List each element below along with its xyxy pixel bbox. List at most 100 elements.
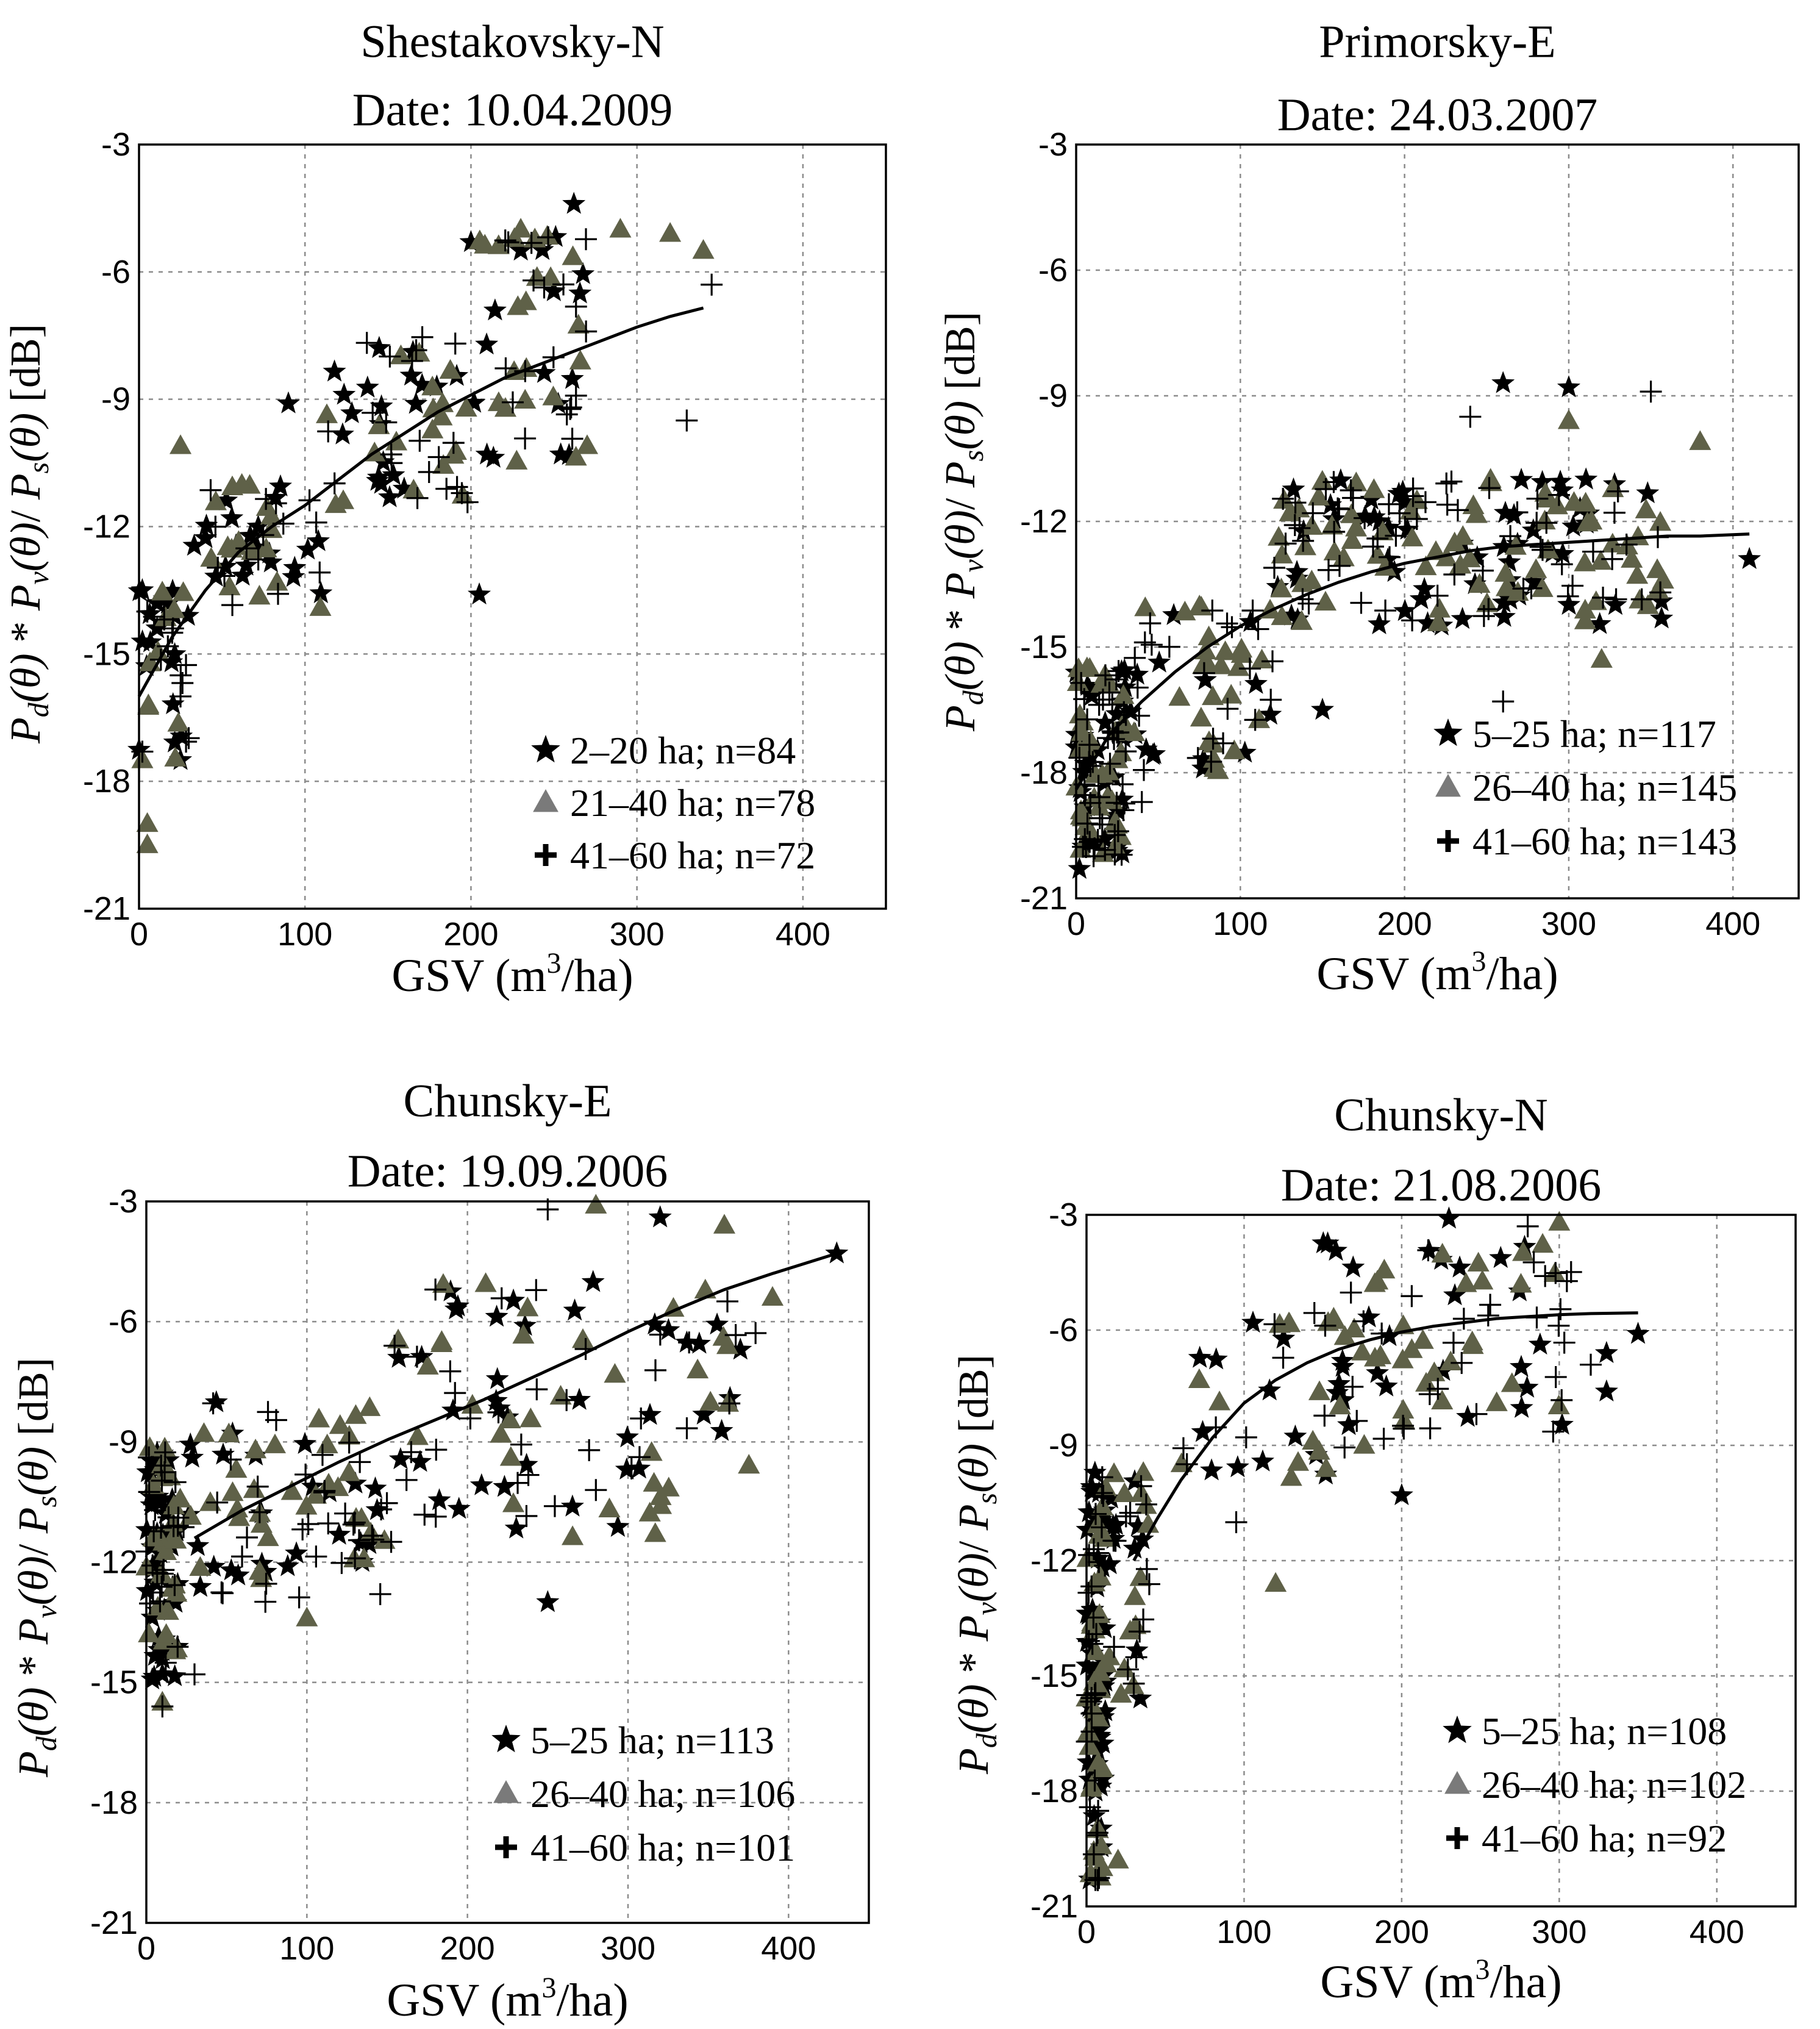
scatter-points bbox=[1076, 1206, 1650, 1892]
y-axis-label-part: / bbox=[937, 487, 984, 510]
data-point-triangle bbox=[1294, 535, 1317, 556]
data-point-triangle bbox=[138, 1622, 160, 1642]
data-point-cross bbox=[1112, 773, 1134, 795]
data-point-triangle bbox=[1501, 1372, 1523, 1392]
data-point-cross bbox=[297, 1513, 319, 1536]
data-point-cross bbox=[1427, 1378, 1449, 1400]
data-point-star bbox=[462, 390, 486, 413]
data-point-cross bbox=[744, 1322, 767, 1344]
data-point-star bbox=[563, 1298, 587, 1321]
data-point-triangle bbox=[640, 1441, 663, 1461]
y-tick-label: -9 bbox=[1049, 1427, 1078, 1464]
data-point-star bbox=[404, 392, 428, 414]
data-point-star bbox=[1416, 611, 1440, 634]
data-point-triangle bbox=[643, 1472, 665, 1492]
data-point-star bbox=[1193, 668, 1217, 690]
data-point-cross bbox=[1260, 689, 1282, 711]
data-point-star bbox=[705, 1312, 729, 1335]
data-point-cross bbox=[1172, 1437, 1194, 1459]
data-point-cross bbox=[1346, 1409, 1368, 1432]
data-point-star bbox=[1258, 1378, 1282, 1401]
legend-marker-star bbox=[531, 735, 560, 763]
data-point-star bbox=[147, 1625, 171, 1647]
data-point-cross bbox=[1107, 660, 1130, 682]
x-tick-label: 200 bbox=[443, 916, 498, 953]
data-point-triangle bbox=[1307, 485, 1330, 506]
data-point-star bbox=[180, 1445, 204, 1468]
data-point-star bbox=[1122, 1536, 1146, 1559]
x-tick-label: 400 bbox=[776, 916, 830, 953]
data-point-cross bbox=[630, 1407, 652, 1430]
data-point-triangle bbox=[1574, 551, 1596, 571]
data-point-cross bbox=[175, 731, 198, 753]
y-tick-label: -15 bbox=[1030, 1658, 1078, 1694]
y-tick-label: -3 bbox=[1049, 1197, 1078, 1233]
data-point-cross bbox=[317, 1512, 340, 1534]
data-point-triangle bbox=[1467, 1251, 1490, 1272]
data-point-star bbox=[502, 1288, 526, 1311]
legend-marker-cross bbox=[1437, 830, 1459, 852]
data-point-triangle bbox=[329, 1414, 351, 1434]
data-point-triangle bbox=[1119, 1619, 1141, 1640]
data-point-cross bbox=[138, 1481, 160, 1503]
data-point-cross bbox=[1630, 588, 1653, 610]
data-point-triangle bbox=[502, 1492, 525, 1512]
y-axis-label-part: P bbox=[937, 461, 984, 488]
data-point-cross bbox=[1417, 1239, 1440, 1262]
y-axis-label-part: P bbox=[2, 717, 49, 744]
data-point-cross bbox=[1082, 845, 1105, 867]
x-tick-label: 300 bbox=[1532, 1914, 1586, 1950]
data-point-star bbox=[1451, 607, 1474, 629]
data-point-triangle bbox=[1574, 609, 1596, 629]
data-point-star bbox=[211, 1442, 235, 1465]
y-axis-label: Pd(θ) * Pv(θ)/ Ps(θ) [dB] bbox=[10, 1358, 63, 1778]
data-point-cross bbox=[247, 548, 269, 571]
data-point-cross bbox=[154, 1441, 176, 1464]
data-point-star bbox=[475, 442, 499, 465]
data-point-cross bbox=[1350, 592, 1372, 614]
y-axis-label-part: v bbox=[23, 571, 55, 585]
data-point-cross bbox=[413, 1503, 436, 1526]
data-point-star bbox=[387, 1345, 411, 1368]
data-point-cross bbox=[1442, 1331, 1465, 1354]
y-tick-label: -12 bbox=[83, 509, 130, 545]
data-point-triangle bbox=[1401, 1338, 1423, 1358]
data-point-triangle bbox=[1366, 1270, 1389, 1290]
data-point-triangle bbox=[244, 1438, 267, 1459]
data-point-star bbox=[138, 602, 162, 624]
data-point-cross bbox=[1440, 470, 1463, 493]
data-point-triangle bbox=[1485, 1391, 1508, 1411]
data-point-triangle bbox=[308, 1408, 330, 1428]
data-point-triangle bbox=[1094, 1527, 1116, 1547]
data-point-cross bbox=[1241, 599, 1264, 622]
data-point-star bbox=[1396, 517, 1419, 540]
data-point-cross bbox=[1354, 507, 1376, 529]
data-point-triangle bbox=[305, 1484, 327, 1504]
data-point-triangle bbox=[1107, 1848, 1129, 1869]
legend-marker-triangle bbox=[1435, 774, 1461, 797]
data-point-cross bbox=[265, 1409, 287, 1431]
data-point-star bbox=[1497, 550, 1521, 573]
data-point-cross bbox=[157, 1506, 180, 1529]
y-tick-label: -21 bbox=[90, 1905, 138, 1941]
data-point-triangle bbox=[221, 1481, 244, 1501]
data-point-cross bbox=[1526, 487, 1549, 510]
data-point-cross bbox=[1132, 1608, 1155, 1631]
data-point-cross bbox=[175, 654, 198, 676]
data-point-cross bbox=[1263, 1313, 1286, 1336]
y-tick-label: -21 bbox=[1020, 880, 1068, 917]
data-point-triangle bbox=[1113, 1482, 1136, 1502]
legend-marker-cross bbox=[495, 1836, 517, 1858]
data-point-cross bbox=[1516, 1215, 1539, 1237]
data-point-star bbox=[1515, 1375, 1539, 1398]
data-point-star bbox=[515, 1453, 538, 1475]
data-point-cross bbox=[151, 1695, 174, 1718]
data-point-triangle bbox=[1494, 562, 1517, 582]
data-point-star bbox=[276, 1554, 299, 1576]
data-point-cross bbox=[515, 1505, 538, 1527]
data-point-triangle bbox=[515, 290, 537, 310]
data-point-cross bbox=[1216, 698, 1239, 720]
y-axis-label-part: v bbox=[957, 559, 990, 573]
data-point-cross bbox=[526, 1378, 548, 1401]
